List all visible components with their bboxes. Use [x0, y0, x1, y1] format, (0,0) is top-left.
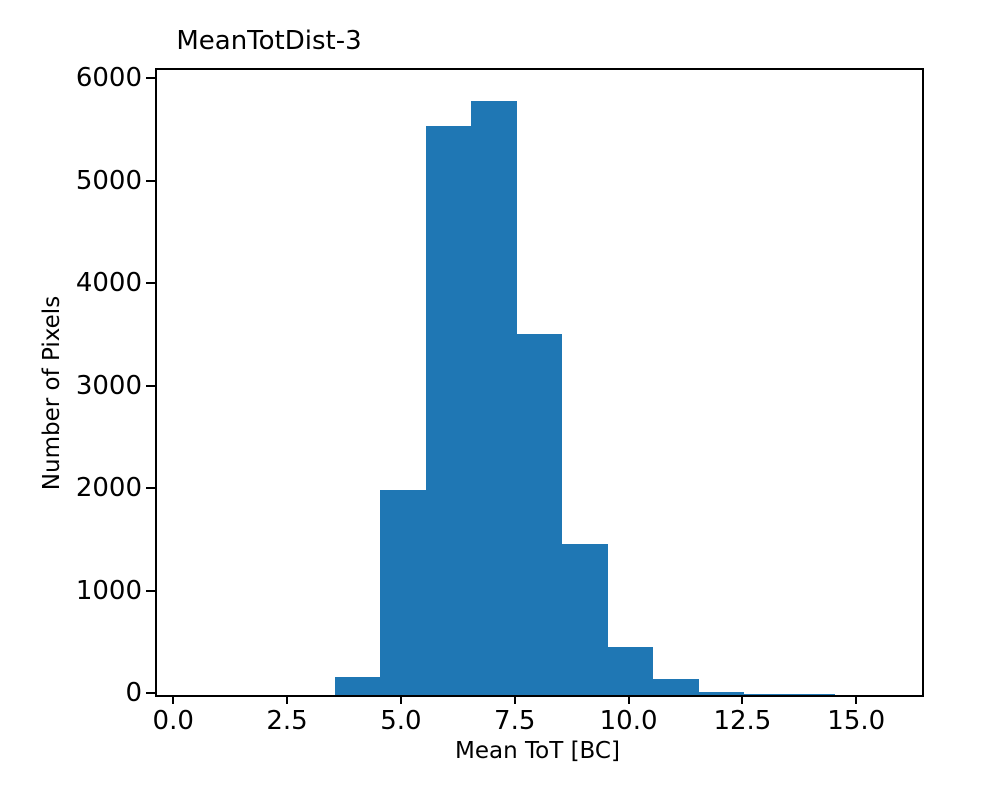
x-tick-mark — [286, 695, 289, 704]
chart-title-container: MeanTotDist-3 — [0, 26, 538, 56]
page-title: MeanTotDist-3 — [176, 26, 362, 56]
histogram-bar — [516, 334, 563, 695]
y-tick-mark — [146, 692, 155, 694]
y-tick-label: 5000 — [75, 165, 142, 196]
x-tick-label: 7.5 — [494, 706, 536, 736]
y-tick-label: 4000 — [75, 268, 142, 299]
histogram-bar — [425, 126, 472, 695]
histogram-bar — [744, 694, 790, 695]
plot-area — [155, 68, 924, 697]
histogram-bar — [653, 679, 699, 695]
x-tick-label: 10.0 — [599, 706, 658, 736]
histogram-bars — [157, 70, 922, 695]
y-tick-label: 1000 — [75, 575, 142, 606]
y-tick-mark — [146, 487, 155, 490]
x-tick-mark — [172, 695, 175, 704]
y-tick-mark — [146, 384, 155, 387]
y-tick-mark — [146, 589, 155, 592]
x-tick-label: 2.5 — [266, 706, 308, 736]
histogram-bar — [698, 691, 745, 695]
histogram-bar — [471, 100, 517, 695]
y-axis-label: Number of Pixels — [39, 295, 65, 491]
x-axis-label: Mean ToT [BC] — [455, 738, 620, 764]
y-tick-label: 3000 — [75, 370, 142, 401]
x-tick-mark — [855, 695, 858, 704]
x-tick-mark — [399, 695, 402, 704]
histogram-bar — [562, 544, 608, 695]
histogram-bar — [789, 694, 836, 695]
x-tick-mark — [513, 695, 516, 704]
x-tick-label: 15.0 — [827, 706, 886, 736]
y-tick-label: 2000 — [75, 473, 142, 504]
x-tick-mark — [627, 695, 630, 704]
x-tick-label: 0.0 — [152, 706, 194, 736]
histogram-bar — [607, 647, 654, 695]
x-tick-mark — [741, 695, 744, 704]
y-tick-label: 6000 — [75, 63, 142, 94]
y-tick-mark — [146, 77, 155, 80]
x-tick-label: 12.5 — [713, 706, 772, 736]
histogram-bar — [334, 676, 381, 695]
y-tick-mark — [146, 282, 155, 285]
y-tick-mark — [146, 179, 155, 182]
x-tick-label: 5.0 — [380, 706, 422, 736]
histogram-bar — [380, 490, 426, 695]
y-tick-label: 0 — [125, 678, 142, 708]
